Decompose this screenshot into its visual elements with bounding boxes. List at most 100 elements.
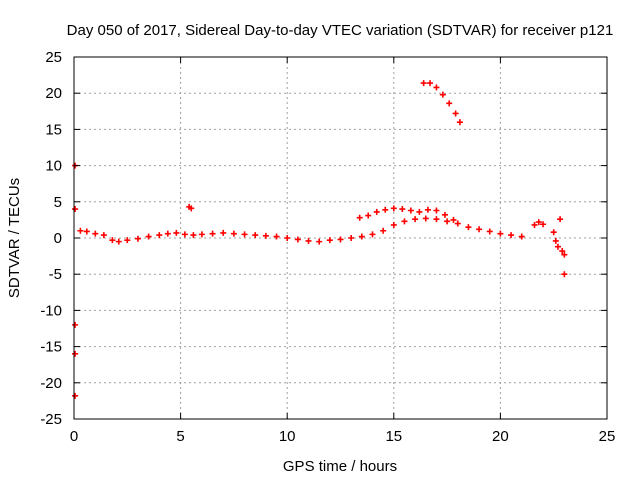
data-point-upper-arc [399, 206, 406, 213]
data-points [72, 80, 568, 399]
data-point-main-band [337, 236, 344, 243]
data-point-upper-arc [390, 205, 397, 212]
data-point-main-band [454, 220, 461, 227]
data-point-main-band [220, 229, 227, 236]
data-point-upper-arc [424, 206, 431, 213]
y-tick-label: -15 [40, 339, 62, 356]
x-tick-label: 0 [70, 428, 78, 445]
data-point-upper-arc [441, 211, 448, 218]
y-tick-label: 25 [45, 49, 62, 66]
y-tick-label: 15 [45, 121, 62, 138]
data-point-main-band [230, 230, 237, 237]
data-point-main-band [100, 232, 107, 239]
x-tick-label: 25 [599, 428, 616, 445]
data-point-main-band [390, 221, 397, 228]
data-point-main-band [83, 228, 90, 235]
data-point-main-band [358, 233, 365, 240]
data-point-outliers [72, 321, 79, 328]
data-point-steep-arc [439, 91, 446, 98]
x-tick-label: 5 [176, 428, 184, 445]
data-point-main-band [198, 231, 205, 238]
data-point-main-band [401, 218, 408, 225]
data-point-main-band [369, 231, 376, 238]
data-point-tail [561, 251, 568, 258]
data-point-main-band [124, 237, 131, 244]
y-tick-label: 5 [54, 194, 62, 211]
data-point-main-band [465, 224, 472, 231]
y-tick-label: 20 [45, 85, 62, 102]
data-point-upper-arc [356, 214, 363, 221]
data-point-upper-arc [416, 208, 423, 215]
data-point-main-band [284, 235, 291, 241]
data-point-steep-arc [452, 110, 459, 117]
data-point-steep-arc [420, 80, 427, 87]
x-axis-label: GPS time / hours [283, 458, 397, 475]
data-point-main-band [497, 230, 504, 237]
data-point-main-band [109, 237, 116, 244]
data-point-main-band [77, 227, 84, 234]
data-point-upper-arc [450, 216, 457, 223]
data-point-main-band [273, 233, 280, 240]
data-point-outliers [188, 205, 195, 212]
data-point-main-band [209, 230, 216, 237]
y-tick-label: 10 [45, 158, 62, 175]
y-tick-label: -10 [40, 302, 62, 319]
data-point-main-band [134, 235, 141, 242]
axis-ticks: 0 5 10 15 20 25 -25 -20 -15 -10 -5 0 5 10 15 20 25 [40, 49, 615, 445]
data-point-main-band [252, 232, 259, 239]
data-point-main-band [422, 215, 429, 222]
data-point-main-band [145, 233, 152, 240]
x-tick-label: 20 [492, 428, 509, 445]
data-point-outliers [561, 271, 568, 278]
data-point-steep-arc [427, 80, 434, 87]
data-point-tail [557, 216, 564, 223]
data-point-steep-arc [433, 84, 440, 91]
data-point-main-band [508, 232, 515, 239]
data-point-main-band [294, 236, 301, 243]
data-point-tail [559, 248, 566, 255]
data-point-outliers [72, 392, 79, 399]
data-point-main-band [412, 216, 419, 223]
data-point-main-band [326, 237, 333, 244]
data-point-main-band [181, 231, 188, 238]
data-point-tail [540, 221, 547, 228]
data-point-main-band [476, 226, 483, 233]
data-point-upper-arc [433, 207, 440, 214]
data-point-main-band [348, 235, 355, 241]
data-point-upper-arc [382, 206, 389, 213]
data-point-main-band [316, 238, 323, 245]
data-point-tail [550, 229, 557, 236]
data-point-tail [552, 237, 559, 244]
y-tick-label: -25 [40, 411, 62, 428]
data-point-upper-arc [365, 212, 372, 219]
data-point-main-band [115, 238, 122, 245]
data-point-main-band [164, 230, 171, 237]
y-tick-label: -5 [49, 266, 62, 283]
data-point-outliers [72, 350, 79, 357]
data-point-steep-arc [456, 119, 463, 126]
chart-title: Day 050 of 2017, Sidereal Day-to-day VTE… [67, 22, 614, 39]
data-point-tail [535, 219, 542, 226]
data-point-main-band [486, 228, 493, 235]
x-tick-label: 15 [385, 428, 402, 445]
y-tick-label: -20 [40, 375, 62, 392]
data-point-main-band [444, 218, 451, 225]
data-point-outliers [72, 206, 79, 213]
x-tick-label: 10 [279, 428, 296, 445]
y-axis-label: SDTVAR / TECUs [6, 178, 23, 298]
data-point-upper-arc [373, 208, 380, 215]
data-point-main-band [433, 216, 440, 223]
data-point-main-band [262, 232, 269, 239]
data-point-tail [554, 243, 561, 250]
y-tick-label: 0 [54, 230, 62, 247]
data-point-main-band [241, 231, 248, 238]
data-point-main-band [305, 237, 312, 244]
data-point-main-band [380, 227, 387, 234]
data-point-tail [531, 221, 538, 228]
data-point-main-band [518, 233, 525, 240]
data-point-upper-arc [407, 207, 414, 214]
data-point-main-band [173, 229, 180, 236]
data-point-steep-arc [446, 100, 453, 107]
data-point-main-band [92, 230, 99, 237]
